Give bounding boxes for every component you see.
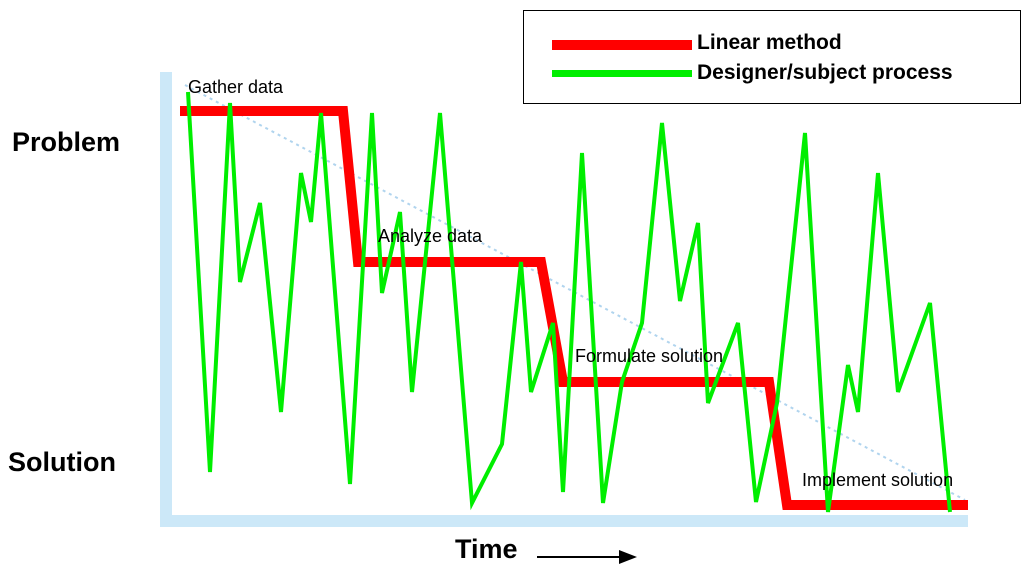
right-arrow-icon (537, 550, 637, 564)
y-axis-bar (160, 72, 172, 527)
stage-label-gather: Gather data (188, 77, 284, 97)
legend-label-process: Designer/subject process (697, 61, 953, 84)
x-axis-bar (160, 515, 968, 527)
stage-label-analyze: Analyze data (378, 226, 483, 246)
legend: Linear method Designer/subject process (523, 10, 1021, 104)
legend-swatch-process (552, 70, 692, 77)
legend-item-process: Designer/subject process (524, 57, 1020, 97)
stage-label-formulate: Formulate solution (575, 346, 723, 366)
solution-label: Solution (8, 447, 116, 477)
stage-label-implement: Implement solution (802, 470, 953, 490)
legend-swatch-linear (552, 40, 692, 50)
time-label: Time (455, 534, 518, 564)
designer-process-line (186, 91, 952, 513)
linear-method-line (180, 106, 968, 510)
legend-label-linear: Linear method (697, 31, 842, 54)
legend-item-linear: Linear method (524, 23, 1020, 63)
problem-label: Problem (12, 127, 121, 157)
